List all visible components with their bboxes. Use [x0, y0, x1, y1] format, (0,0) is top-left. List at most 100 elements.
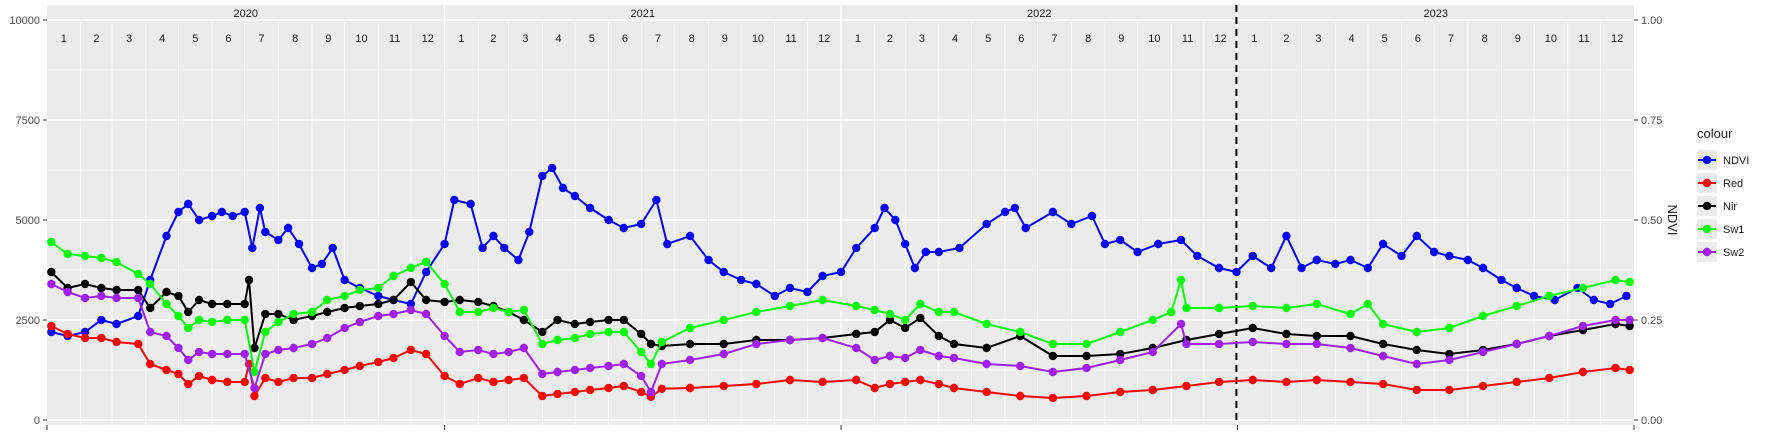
point-red — [440, 371, 449, 381]
point-sw1 — [1611, 275, 1620, 285]
month-label: 6 — [1415, 33, 1421, 45]
point-red — [1625, 365, 1634, 375]
point-sw2 — [685, 355, 695, 365]
point-sw2 — [240, 349, 249, 359]
legend-key-point — [1702, 247, 1712, 257]
point-sw1 — [261, 327, 270, 337]
point-ndvi — [836, 267, 846, 277]
point-sw1 — [1048, 339, 1058, 349]
point-nir — [636, 329, 646, 339]
month-label: 4 — [556, 33, 562, 45]
point-nir — [174, 291, 183, 301]
point-nir — [274, 309, 283, 319]
point-sw2 — [1445, 355, 1454, 365]
point-sw2 — [389, 309, 398, 319]
point-nir — [949, 339, 959, 349]
point-ndvi — [466, 199, 475, 209]
point-ndvi — [1463, 255, 1473, 265]
point-sw1 — [250, 367, 259, 377]
point-red — [323, 369, 332, 379]
month-label: 2 — [93, 33, 99, 45]
point-sw1 — [900, 315, 910, 325]
point-sw2 — [1378, 351, 1388, 361]
point-red — [145, 359, 155, 369]
point-nir — [685, 339, 695, 349]
month-label: 2 — [887, 33, 893, 45]
legend-key-point — [1702, 178, 1712, 188]
month-label: 5 — [192, 33, 198, 45]
point-nir — [1282, 329, 1291, 339]
point-sw2 — [174, 343, 183, 353]
point-sw1 — [184, 323, 193, 333]
month-label: 9 — [325, 33, 331, 45]
y-right-tick-label: 0.75 — [1641, 115, 1662, 127]
point-nir — [585, 317, 595, 327]
point-ndvi — [112, 319, 121, 329]
point-sw1 — [685, 323, 695, 333]
point-red — [719, 381, 728, 391]
point-red — [1048, 393, 1058, 403]
point-ndvi — [184, 199, 193, 209]
point-ndvi — [1378, 239, 1388, 249]
month-label: 1 — [61, 33, 67, 45]
point-red — [1282, 377, 1291, 387]
point-ndvi — [261, 227, 270, 237]
month-label: 7 — [655, 33, 661, 45]
point-red — [1346, 377, 1355, 387]
point-ndvi — [1346, 255, 1355, 265]
point-nir — [982, 343, 991, 353]
point-sw1 — [474, 307, 483, 317]
point-ndvi — [255, 203, 265, 213]
point-sw2 — [1282, 339, 1291, 349]
point-sw1 — [1412, 327, 1421, 337]
point-ndvi — [570, 191, 580, 201]
point-sw1 — [719, 315, 728, 325]
point-ndvi — [1000, 207, 1010, 217]
month-label: 4 — [952, 33, 958, 45]
point-sw2 — [1182, 339, 1191, 349]
point-nir — [646, 339, 656, 349]
point-nir — [570, 319, 580, 329]
point-sw1 — [636, 347, 646, 357]
point-red — [223, 377, 232, 387]
point-nir — [440, 297, 449, 307]
point-nir — [934, 331, 944, 341]
point-red — [982, 387, 991, 397]
point-sw2 — [1478, 347, 1488, 357]
point-ndvi — [1266, 263, 1276, 273]
point-sw1 — [1214, 303, 1224, 313]
point-ndvi — [1622, 291, 1631, 301]
point-ndvi — [1497, 275, 1506, 285]
point-sw2 — [1512, 339, 1521, 349]
point-ndvi — [891, 215, 900, 225]
point-sw2 — [289, 343, 298, 353]
point-nir — [240, 299, 249, 309]
point-ndvi — [1193, 251, 1202, 261]
point-sw2 — [852, 343, 861, 353]
point-nir — [112, 285, 121, 295]
point-nir — [1346, 331, 1355, 341]
legend-title: colour — [1697, 126, 1733, 141]
point-sw1 — [455, 307, 464, 317]
point-red — [340, 365, 349, 375]
month-label: 12 — [422, 33, 434, 45]
month-label: 6 — [622, 33, 628, 45]
point-nir — [1312, 331, 1322, 341]
point-red — [184, 379, 193, 389]
point-ndvi — [1154, 239, 1163, 249]
point-sw1 — [355, 285, 365, 295]
point-red — [474, 373, 483, 383]
point-sw1 — [80, 251, 90, 261]
month-label: 10 — [1545, 33, 1557, 45]
point-nir — [250, 343, 259, 353]
point-red — [162, 365, 171, 375]
point-red — [374, 357, 383, 367]
point-sw1 — [1182, 303, 1191, 313]
point-sw1 — [1346, 309, 1355, 319]
point-sw2 — [1148, 347, 1157, 357]
point-ndvi — [525, 227, 534, 237]
point-ndvi — [1010, 203, 1020, 213]
point-ndvi — [870, 223, 879, 233]
point-sw2 — [1248, 337, 1257, 347]
y-right-tick-label: 0.50 — [1641, 215, 1662, 227]
